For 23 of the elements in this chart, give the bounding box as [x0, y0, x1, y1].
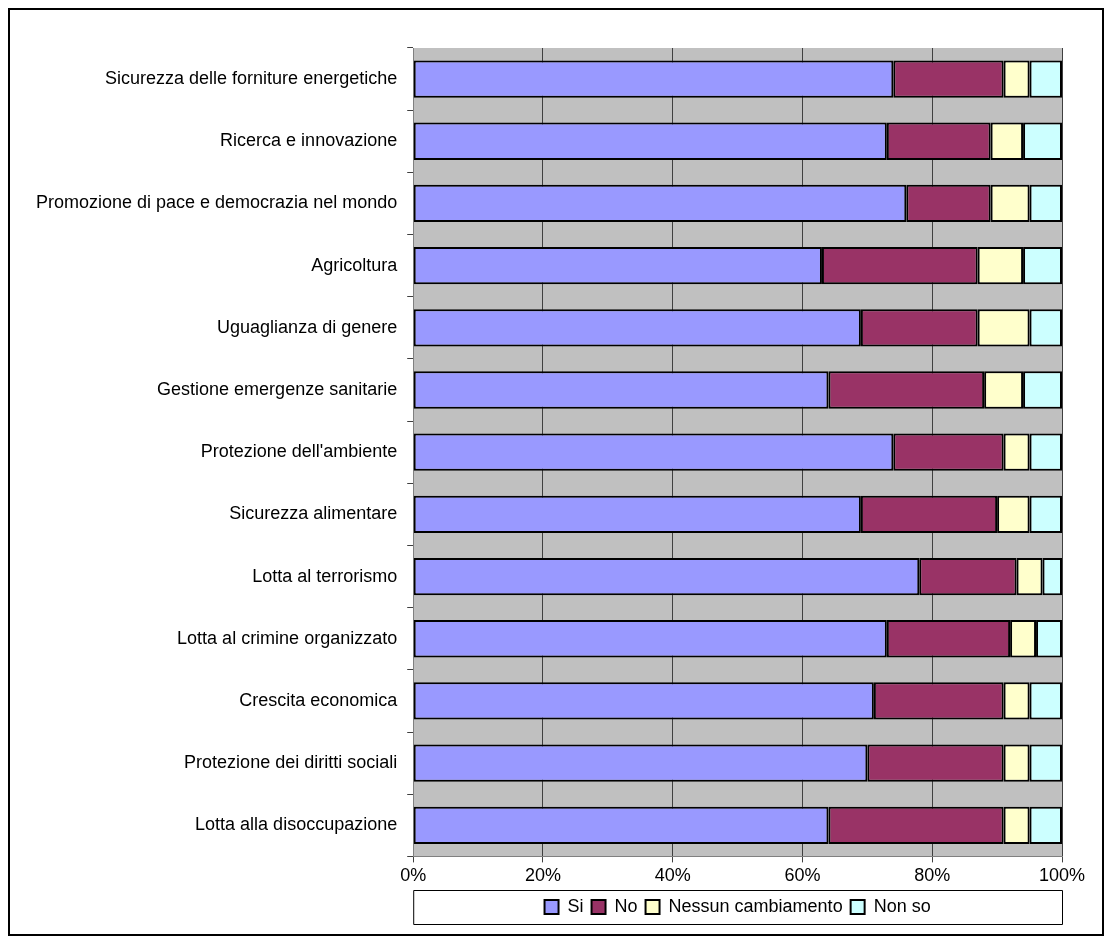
y-tick-label: Promozione di pace e democrazia nel mondo [35, 192, 398, 213]
x-tick-label: 40% [654, 865, 691, 886]
legend-label: Nessun cambiamento [668, 895, 843, 916]
y-tick-label: Lotta al terrorismo [252, 565, 398, 586]
x-tick-label: 60% [784, 865, 821, 886]
y-tick-label: Protezione dei diritti sociali [184, 752, 398, 773]
legend-label: No [614, 895, 638, 916]
y-tick-label: Ricerca e innovazione [220, 130, 398, 151]
x-tick-label: 80% [914, 865, 951, 886]
x-tick-label: 20% [524, 865, 561, 886]
y-tick-label: Crescita economica [239, 689, 399, 710]
legend-label: Si [567, 895, 584, 916]
y-tick-label: Lotta al crimine organizzato [177, 627, 398, 648]
x-tick-label: 100% [1038, 865, 1086, 886]
y-tick-label: Sicurezza delle forniture energetiche [105, 68, 398, 89]
legend-label: Non so [873, 895, 931, 916]
y-tick-label: Protezione dell'ambiente [200, 441, 398, 462]
x-tick-label: 0% [400, 865, 427, 886]
y-tick-label: Uguaglianza di genere [217, 316, 398, 337]
y-tick-label: Gestione emergenze sanitarie [157, 378, 398, 399]
y-tick-label: Lotta alla disoccupazione [195, 814, 398, 835]
y-tick-label: Agricoltura [311, 254, 399, 275]
y-tick-label: Sicurezza alimentare [229, 503, 398, 524]
